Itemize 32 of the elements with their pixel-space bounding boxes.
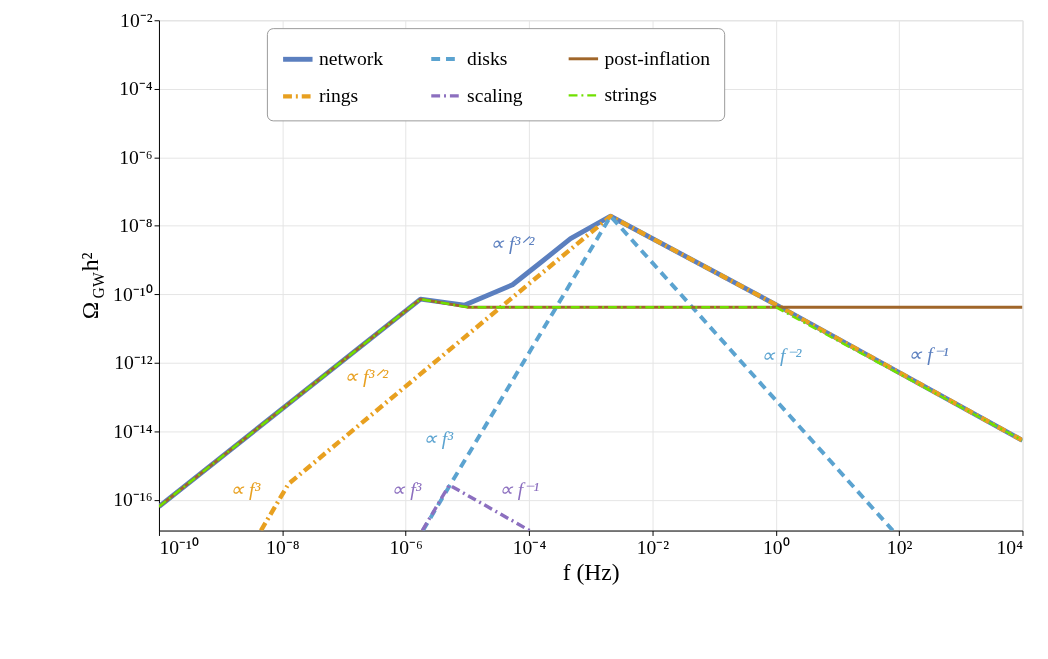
annotation: ∝ f⁻¹ bbox=[908, 343, 949, 365]
annotation: ∝ f³ᐟ² bbox=[344, 366, 390, 388]
y-tick-label: 10⁻² bbox=[120, 9, 153, 31]
y-tick-label: 10⁻¹⁴ bbox=[113, 420, 153, 442]
legend-label: strings bbox=[604, 84, 657, 106]
x-tick-label: 10⁴ bbox=[996, 536, 1024, 558]
y-tick-label: 10⁻¹⁶ bbox=[113, 489, 153, 511]
x-tick-label: 10² bbox=[886, 536, 913, 558]
y-tick-label: 10⁻¹⁰ bbox=[113, 283, 153, 305]
annotation: ∝ f³ bbox=[422, 427, 455, 449]
legend-label: post-inflation bbox=[604, 47, 711, 69]
x-tick-label: 10⁻⁴ bbox=[512, 536, 547, 558]
legend-label: network bbox=[318, 48, 384, 70]
y-axis-title: ΩGWh² bbox=[77, 252, 108, 320]
x-tick-label: 10⁻¹⁰ bbox=[159, 536, 199, 558]
x-axis-title: f (Hz) bbox=[562, 559, 620, 586]
x-tick-label: 10⁻⁶ bbox=[389, 536, 423, 558]
annotation: ∝ f³ᐟ² bbox=[490, 232, 536, 254]
annotation: ∝ f⁻² bbox=[761, 344, 803, 366]
y-tick-label: 10⁻⁶ bbox=[119, 146, 153, 168]
annotation: ∝ f³ bbox=[391, 479, 423, 501]
x-tick-label: 10⁻⁸ bbox=[266, 536, 300, 558]
y-tick-label: 10⁻⁴ bbox=[119, 78, 153, 100]
annotation: ∝ f³ bbox=[230, 478, 262, 500]
legend-label: scaling bbox=[467, 84, 523, 106]
x-tick-label: 10⁰ bbox=[762, 536, 790, 558]
legend-label: rings bbox=[318, 85, 359, 107]
x-tick-label: 10⁻² bbox=[636, 536, 670, 558]
legend-label: disks bbox=[467, 47, 508, 69]
annotation: ∝ f⁻¹ bbox=[498, 479, 540, 501]
y-tick-label: 10⁻¹² bbox=[114, 352, 153, 374]
y-tick-label: 10⁻⁸ bbox=[119, 215, 153, 237]
